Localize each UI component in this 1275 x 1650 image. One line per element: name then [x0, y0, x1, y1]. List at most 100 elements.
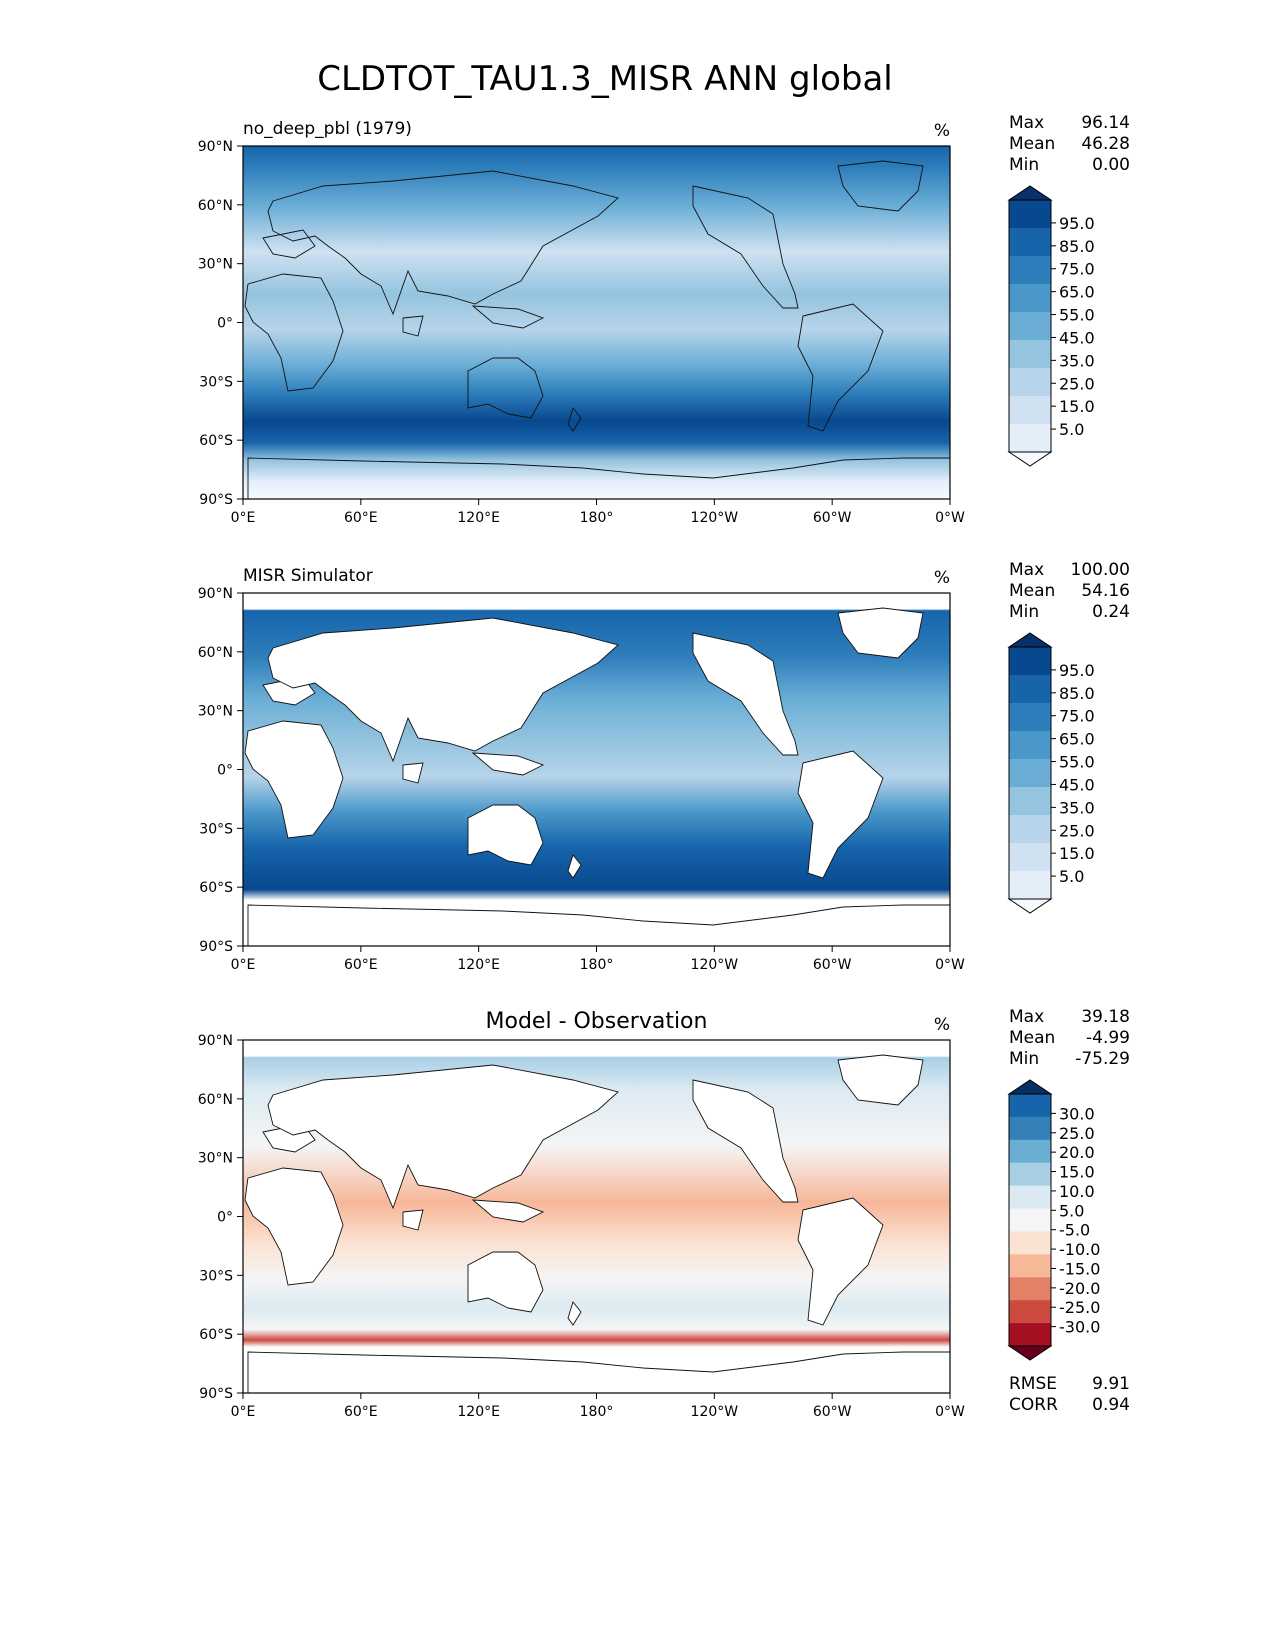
colorbar-label: 15.0	[1059, 844, 1095, 863]
stat-value: 0.00	[1092, 155, 1130, 175]
lon-tick-label: 0°W	[935, 957, 965, 973]
lat-tick-label: 90°S	[199, 492, 233, 508]
stat-value: -4.99	[1086, 1028, 1130, 1048]
colorbar-label: 85.0	[1059, 237, 1095, 256]
colorbar-label: 15.0	[1059, 1163, 1095, 1182]
colorbar-segment	[1009, 396, 1051, 425]
lat-tick-label: 30°N	[198, 1151, 233, 1167]
lon-tick-label: 120°E	[457, 1404, 500, 1420]
lat-tick-label: 90°N	[198, 586, 233, 602]
units-label: %	[934, 1015, 950, 1035]
colorbar-segment	[1009, 284, 1051, 313]
lat-tick-label: 0°	[217, 316, 233, 332]
lat-tick-label: 30°S	[199, 821, 233, 837]
colorbar-segment	[1009, 1139, 1051, 1164]
metric-value: 0.94	[1092, 1395, 1130, 1415]
colorbar-segment	[1009, 256, 1051, 285]
colorbar-segment	[1009, 228, 1051, 257]
colorbar-segment	[1009, 1162, 1051, 1187]
colorbar-label: 45.0	[1059, 328, 1095, 347]
lon-tick-label: 0°E	[231, 1404, 256, 1420]
colorbar: 95.0 85.0 75.0 65.0 55.0 45.0 35.0 25.0 15.0 5.0	[1007, 185, 1095, 467]
lon-tick-label: 0°E	[231, 957, 256, 973]
lat-tick-label: 30°S	[199, 374, 233, 390]
lon-tick-label: 60°W	[813, 957, 852, 973]
colorbar-label: 55.0	[1059, 753, 1095, 772]
metric-label: CORR	[1009, 1395, 1058, 1415]
colorbar-label: 35.0	[1059, 798, 1095, 817]
colorbar-label: 45.0	[1059, 775, 1095, 794]
lon-tick-label: 0°W	[935, 1404, 965, 1420]
colorbar-extend-max	[1007, 1079, 1053, 1095]
colorbar-label: 5.0	[1059, 867, 1084, 886]
map-panel-3: Model - Observation % 90°N 60°N 30°N 0° 30°S 60…	[198, 1007, 1130, 1420]
lat-tick-label: 60°S	[199, 1327, 233, 1343]
lat-tick-label: 90°N	[198, 139, 233, 155]
colorbar-label: 95.0	[1059, 214, 1095, 233]
colorbar-segment	[1009, 843, 1051, 872]
lat-tick-label: 60°S	[199, 433, 233, 449]
stat-value: 54.16	[1081, 581, 1130, 601]
panel-title: MISR Simulator	[243, 566, 373, 586]
lat-tick-label: 60°N	[198, 1092, 233, 1108]
lat-tick-label: 90°N	[198, 1033, 233, 1049]
colorbar-label: 10.0	[1059, 1182, 1095, 1201]
colorbar-label: -10.0	[1059, 1240, 1100, 1259]
colorbar-segment	[1009, 1094, 1051, 1118]
stat-label: Min	[1009, 602, 1039, 622]
colorbar-extend-min	[1007, 1345, 1053, 1361]
colorbar-label: 65.0	[1059, 730, 1095, 749]
lon-tick-label: 0°E	[231, 510, 256, 526]
colorbar-segment	[1009, 424, 1051, 453]
colorbar-segment	[1009, 1254, 1051, 1278]
lon-tick-label: 60°W	[813, 1404, 852, 1420]
colorbar-label: -15.0	[1059, 1259, 1100, 1278]
colorbar-segment	[1009, 647, 1051, 676]
colorbar-extend-max	[1007, 632, 1053, 648]
lat-tick-label: 90°S	[199, 1386, 233, 1402]
lon-tick-label: 180°	[580, 510, 614, 526]
metric-label: RMSE	[1009, 1374, 1057, 1394]
stat-label: Max	[1009, 560, 1044, 580]
colorbar-segment	[1009, 1323, 1051, 1347]
stat-label: Max	[1009, 113, 1044, 133]
colorbar-label: -5.0	[1059, 1221, 1090, 1240]
colorbar-label: -30.0	[1059, 1318, 1100, 1337]
colorbar-segment	[1009, 815, 1051, 844]
stat-value: 39.18	[1081, 1007, 1130, 1027]
units-label: %	[934, 568, 950, 588]
stat-label: Mean	[1009, 1028, 1055, 1048]
colorbar: 30.025.020.015.010.05.0-5.0-10.0-15.0-20…	[1007, 1079, 1100, 1361]
colorbar-segment	[1009, 1300, 1051, 1324]
colorbar-extend-min	[1007, 898, 1053, 914]
panel-title: no_deep_pbl (1979)	[243, 119, 412, 139]
lat-tick-label: 90°S	[199, 939, 233, 955]
colorbar-segment	[1009, 703, 1051, 732]
colorbar-label: 5.0	[1059, 1201, 1084, 1220]
lat-tick-label: 0°	[217, 1210, 233, 1226]
colorbar-label: 5.0	[1059, 420, 1084, 439]
colorbar-extend-min	[1007, 451, 1053, 467]
colorbar-segment	[1009, 368, 1051, 397]
colorbar-label: 35.0	[1059, 351, 1095, 370]
colorbar-segment	[1009, 871, 1051, 900]
lat-tick-label: 30°N	[198, 704, 233, 720]
colorbar: 95.0 85.0 75.0 65.0 55.0 45.0 35.0 25.0 15.0 5.0	[1007, 632, 1095, 914]
lon-tick-label: 60°E	[344, 957, 378, 973]
colorbar-segment	[1009, 1208, 1051, 1232]
colorbar-segment	[1009, 731, 1051, 760]
lat-tick-label: 0°	[217, 763, 233, 779]
stat-value: 0.24	[1092, 602, 1130, 622]
colorbar-label: 15.0	[1059, 397, 1095, 416]
colorbar-frame	[1008, 199, 1052, 453]
lat-tick-label: 60°N	[198, 645, 233, 661]
colorbar-segment	[1009, 1185, 1051, 1210]
colorbar-label: 30.0	[1059, 1104, 1095, 1123]
panel-title: Model - Observation	[486, 1009, 708, 1034]
colorbar-segment	[1009, 1116, 1051, 1141]
colorbar-segment	[1009, 312, 1051, 341]
stat-label: Max	[1009, 1007, 1044, 1027]
colorbar-label: 65.0	[1059, 283, 1095, 302]
colorbar-label: 85.0	[1059, 684, 1095, 703]
colorbar-label: -20.0	[1059, 1279, 1100, 1298]
